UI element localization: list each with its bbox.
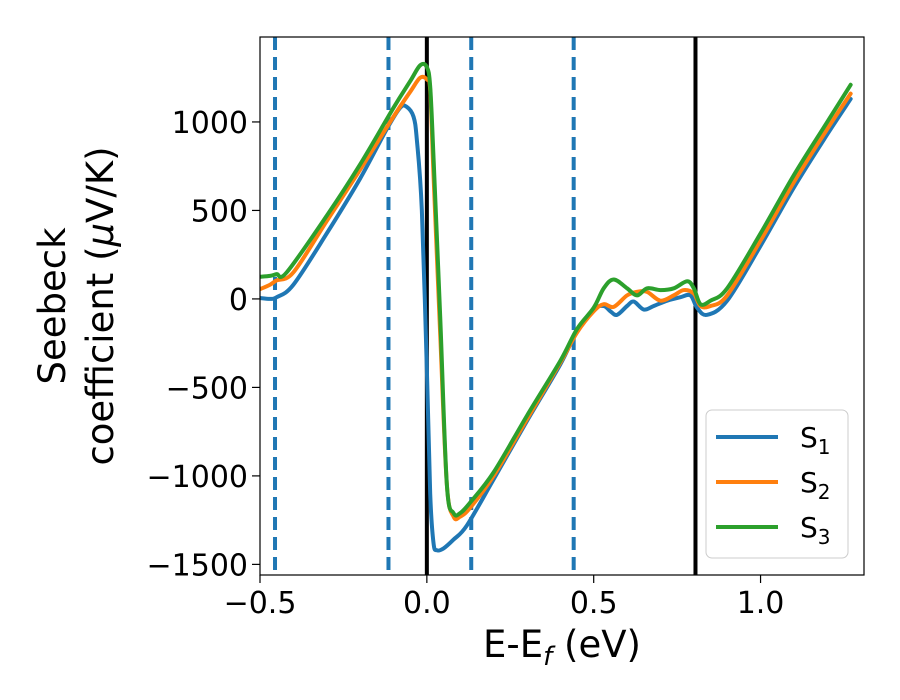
y-tick-label: 1000 xyxy=(172,106,248,141)
legend-label-sub: 2 xyxy=(818,480,831,504)
series-layer xyxy=(260,61,853,553)
y-axis-title-line2-post: V/K) xyxy=(79,146,122,222)
x-tick-label: −0.5 xyxy=(224,586,297,621)
y-axis: 1000 500 0 −500 −1000 −1500 xyxy=(147,106,260,583)
y-tick-label: −1500 xyxy=(147,548,248,583)
legend-label-sub: 1 xyxy=(818,435,831,459)
legend-label-main: S xyxy=(800,511,818,544)
x-axis-title-unit: (eV) xyxy=(552,623,641,666)
y-tick-label: 0 xyxy=(229,283,248,318)
y-axis-title-line2: coefficient (μV/K) xyxy=(79,146,122,465)
x-tick-label: 0.0 xyxy=(403,586,451,621)
x-axis-title-main: E-E xyxy=(483,623,543,666)
x-tick-label: 1.0 xyxy=(737,586,785,621)
legend-label-s1: S1 xyxy=(800,421,831,459)
y-axis-title: Seebeck coefficient (μV/K) xyxy=(31,146,122,465)
legend-label-s3: S3 xyxy=(800,511,831,549)
x-tick-label: 0.5 xyxy=(570,586,618,621)
y-axis-title-mu: μ xyxy=(79,223,122,248)
plot-frame xyxy=(259,36,865,576)
y-axis-title-line1: Seebeck xyxy=(31,227,74,385)
y-tick-label: −500 xyxy=(166,371,248,406)
y-axis-title-line2-pre: coefficient ( xyxy=(79,246,122,465)
series-line-s3 xyxy=(260,61,853,518)
y-tick-label: 500 xyxy=(191,194,248,229)
x-axis-title: E-Ef (eV) xyxy=(483,623,641,672)
legend-label-main: S xyxy=(800,466,818,499)
legend-label-main: S xyxy=(800,421,818,454)
y-tick-label: −1000 xyxy=(147,460,248,495)
legend-label-s2: S2 xyxy=(800,466,831,504)
x-axis: −0.5 0.0 0.5 1.0 xyxy=(224,575,785,621)
legend-label-sub: 3 xyxy=(818,525,831,549)
